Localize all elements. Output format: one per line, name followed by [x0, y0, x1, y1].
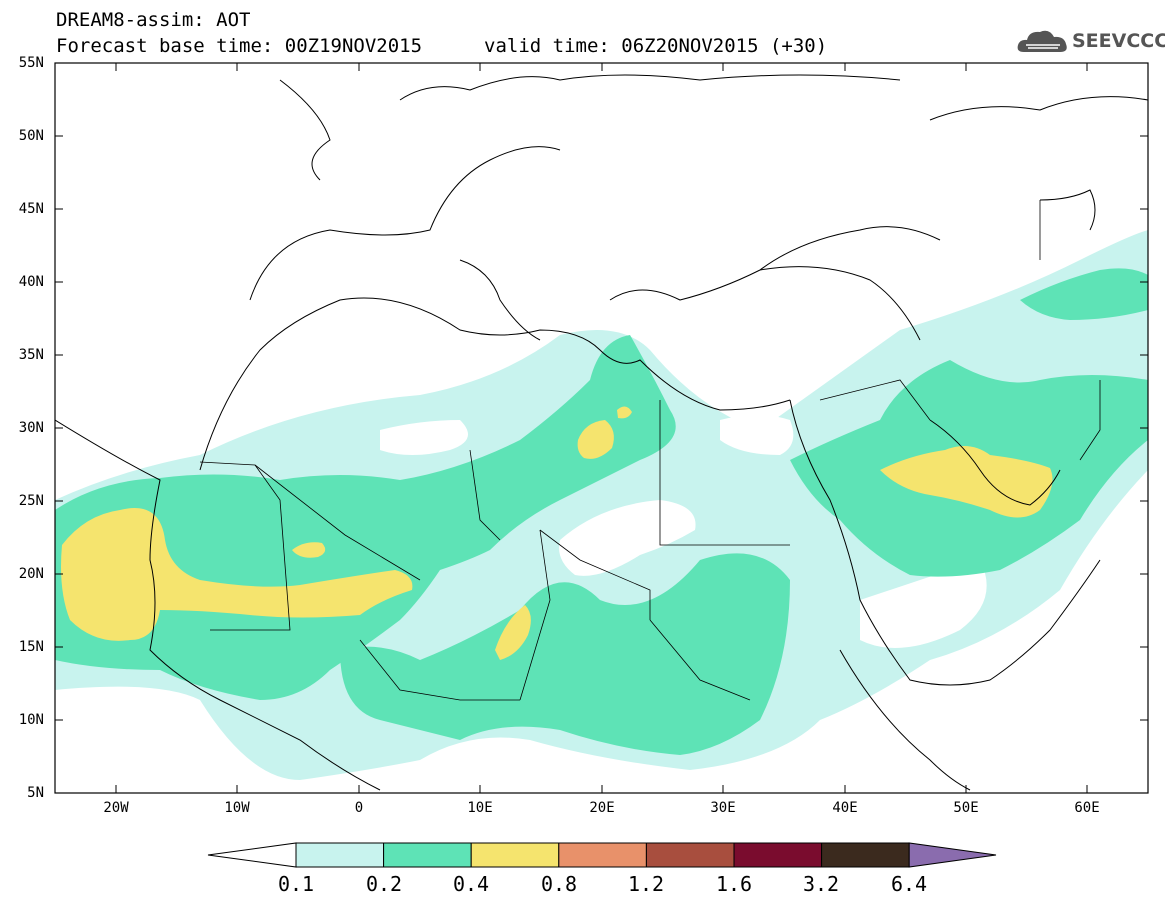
colorbar-segment [558, 842, 647, 868]
colorbar-arrow-high [908, 842, 997, 868]
title-line-1: DREAM8-assim: AOT [56, 9, 251, 31]
colorbar-arrow-low [207, 842, 297, 868]
colorbar [207, 842, 997, 868]
colorbar-segment [821, 842, 910, 868]
colorbar-segment [470, 842, 560, 868]
logo-text: SEEVCCC [1072, 30, 1165, 52]
lat-label: 15N [18, 639, 44, 655]
colorbar-label: 1.2 [627, 872, 665, 896]
colorbar-label: 0.8 [540, 872, 578, 896]
colorbar-label: 0.1 [277, 872, 315, 896]
colorbar-label: 0.2 [365, 872, 403, 896]
colorbar-segment [295, 842, 385, 868]
lon-label: 10W [224, 800, 250, 816]
colorbar-segment [645, 842, 735, 868]
lat-label: 40N [18, 274, 44, 290]
aot-level-0.4 [61, 406, 1053, 660]
seevccc-logo: SEEVCCC [1016, 26, 1165, 56]
lat-label: 55N [18, 55, 44, 71]
colorbar-label: 6.4 [890, 872, 928, 896]
lat-label: 10N [18, 712, 44, 728]
colorbar-label: 0.4 [452, 872, 490, 896]
lat-label: 30N [18, 420, 44, 436]
lat-label: 20N [18, 566, 44, 582]
borders [199, 200, 1101, 701]
coastlines [55, 74, 1148, 791]
cloud-icon [1017, 30, 1067, 52]
lon-label: 20W [103, 800, 129, 816]
lon-label: 50E [953, 800, 979, 816]
lat-label: 5N [27, 785, 44, 801]
lat-label: 35N [18, 347, 44, 363]
lon-label: 0 [354, 800, 364, 816]
ticks [55, 62, 1148, 794]
lon-label: 20E [589, 800, 615, 816]
title-valid-time: valid time: 06Z20NOV2015 (+30) [484, 35, 828, 57]
colorbar-label: 1.6 [715, 872, 753, 896]
lon-label: 40E [832, 800, 858, 816]
colorbar-label: 3.2 [802, 872, 840, 896]
colorbar-segment [733, 842, 823, 868]
lat-label: 45N [18, 201, 44, 217]
title-forecast-base: Forecast base time: 00Z19NOV2015 [56, 35, 423, 57]
aot-holes [380, 415, 987, 648]
lon-label: 10E [467, 800, 493, 816]
lat-label: 50N [18, 128, 44, 144]
lon-label: 30E [710, 800, 736, 816]
lon-label: 60E [1074, 800, 1100, 816]
lat-label: 25N [18, 493, 44, 509]
colorbar-segment [383, 842, 472, 868]
